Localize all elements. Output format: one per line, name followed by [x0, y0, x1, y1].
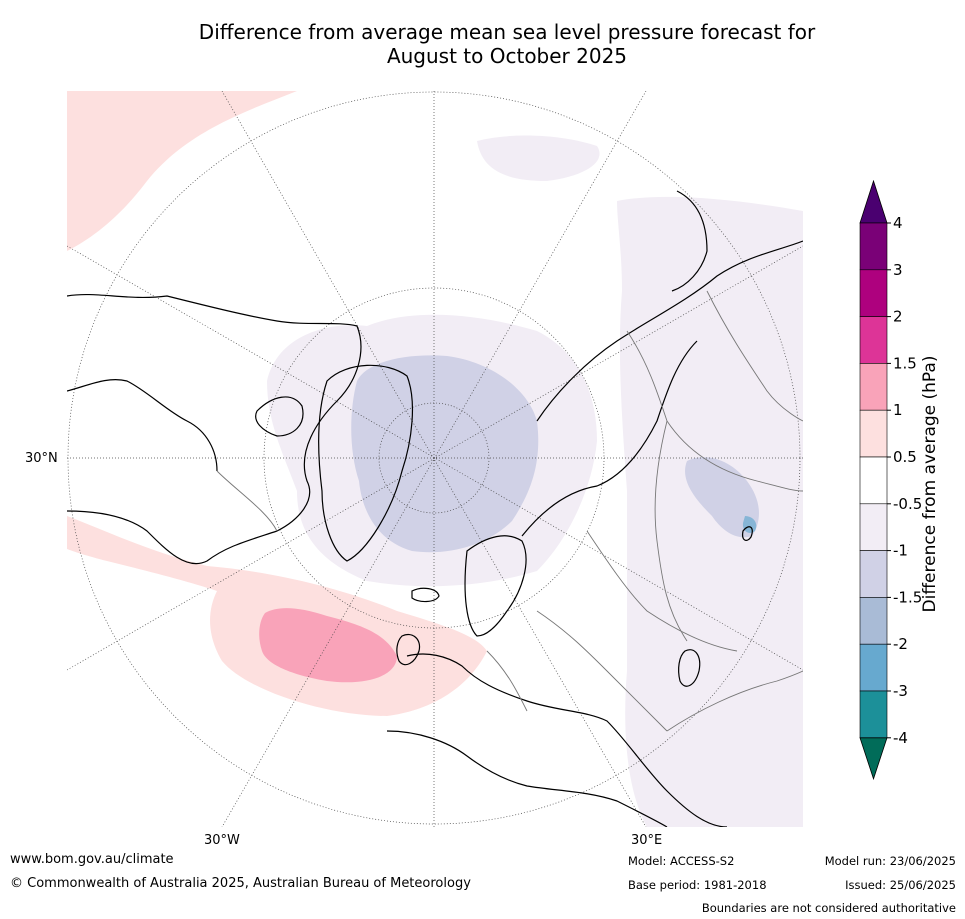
colorbar-swatch: [859, 597, 888, 645]
colorbar-swatch: [859, 503, 888, 551]
coast-baikal: [742, 526, 753, 541]
colorbar-swatch: [859, 222, 888, 271]
anomaly-shading: [67, 91, 803, 827]
coastlines: [67, 190, 803, 827]
footer-model-run: Model run: 23/06/2025: [824, 854, 956, 868]
colorbar-tick-label: 1: [893, 401, 903, 419]
colorbar-tick-label: -3: [893, 682, 908, 700]
colorbar-tick-label: -2: [893, 635, 908, 653]
coast-europe: [406, 653, 728, 827]
coast-iceland: [411, 587, 440, 603]
colorbar-swatch: [859, 550, 888, 598]
colorbar-swatch: [859, 409, 888, 458]
colorbar-tick-label: -1.5: [893, 588, 922, 606]
colorbar-tick-label: 2: [893, 308, 903, 326]
coast-scandinavia: [464, 535, 527, 637]
colorbar-swatch: [859, 456, 888, 505]
anomaly-central-asia: [685, 457, 759, 538]
coast-siberia: [536, 240, 803, 422]
coast-british-isles: [396, 633, 421, 666]
colorbar-tick-label: -1: [893, 542, 908, 560]
polar-map: [67, 91, 803, 827]
colorbar-tick-label: -0.5: [893, 495, 922, 513]
country-borders: [216, 290, 803, 732]
colorbar: 4 3 2 1.5 1 0.5 -0.5 -1 -1.5 -2 -3 -4: [859, 180, 922, 781]
graticule: [67, 91, 803, 827]
anomaly-central-asia-core: [742, 516, 757, 534]
footer-copyright: © Commonwealth of Australia 2025, Austra…: [10, 876, 471, 891]
label-30w: 30°W: [204, 833, 240, 848]
title-line-1: Difference from average mean sea level p…: [198, 20, 816, 44]
coast-kamchatka: [671, 190, 708, 292]
anomaly-arctic-ocean: [351, 355, 539, 553]
coast-north-america: [67, 293, 362, 565]
coast-mediterranean: [386, 730, 668, 827]
anomaly-north-atlantic: [259, 608, 397, 683]
label-30n: 30°N: [25, 451, 58, 466]
colorbar-tick-label: -4: [893, 729, 908, 747]
colorbar-tick-label: 0.5: [893, 448, 917, 466]
footer-issued: Issued: 25/06/2025: [845, 878, 956, 892]
anomaly-north-pacific-west: [67, 91, 297, 251]
footer-base-period: Base period: 1981-2018: [628, 878, 767, 892]
label-30e: 30°E: [631, 833, 663, 848]
colorbar-swatch: [859, 269, 888, 317]
chart-title: Difference from average mean sea level p…: [0, 20, 965, 68]
coast-alaska: [67, 379, 218, 472]
colorbar-swatch: [859, 690, 888, 739]
coast-greenland: [318, 364, 414, 562]
colorbar-arrow-min: [859, 737, 888, 781]
map-canvas: [67, 91, 803, 827]
colorbar-arrow-max: [859, 180, 888, 224]
colorbar-tick-label: 3: [893, 261, 903, 279]
colorbar-swatch: [859, 316, 888, 364]
coast-caspian: [678, 649, 701, 687]
footer-model: Model: ACCESS-S2: [628, 854, 735, 868]
footer-website[interactable]: www.bom.gov.au/climate: [10, 852, 174, 867]
colorbar-tick-label: 4: [893, 214, 903, 232]
title-line-2: August to October 2025: [386, 44, 628, 68]
coast-hudson-bay: [255, 396, 304, 437]
colorbar-title: Difference from average (hPa): [920, 355, 940, 613]
colorbar-tick-label: 1.5: [893, 354, 917, 372]
footer-disclaimer: Boundaries are not considered authoritat…: [701, 901, 956, 915]
colorbar-swatch: [859, 363, 888, 411]
colorbar-swatch: [859, 643, 888, 692]
anomaly-north-siberia-strip: [477, 135, 600, 181]
coast-russia-north: [521, 340, 698, 537]
